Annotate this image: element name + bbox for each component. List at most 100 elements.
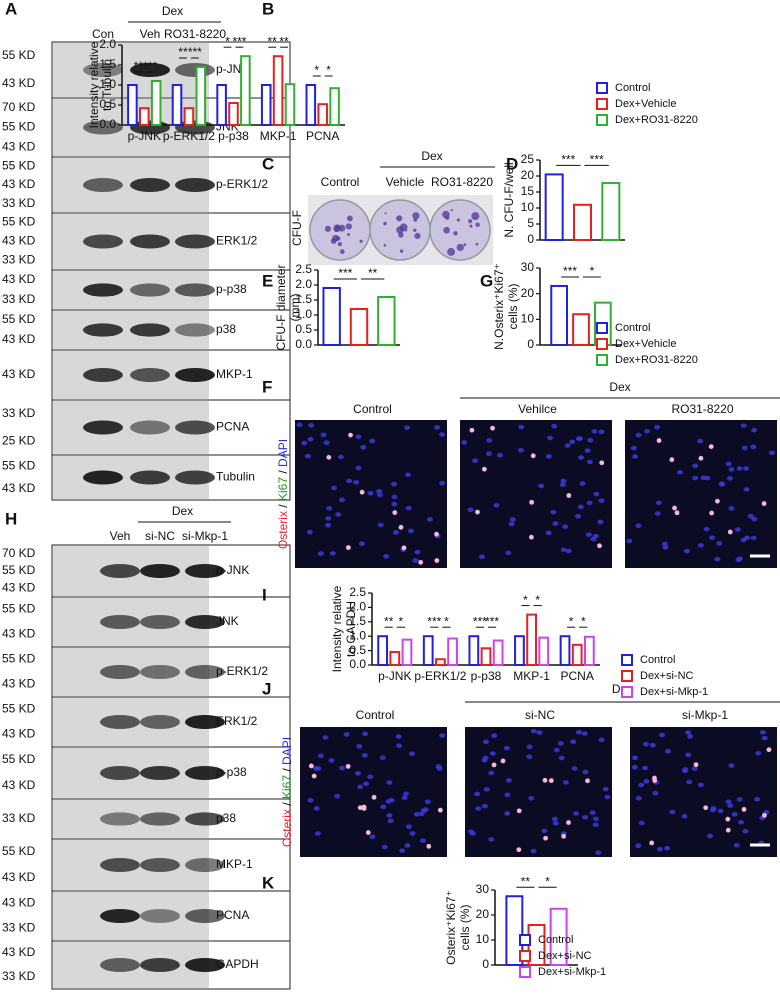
nucleus [380,804,387,810]
bar [228,102,239,126]
band [175,323,215,337]
nucleus [685,752,692,758]
panel-letter: H [5,509,17,528]
panel-letter: A [5,0,17,18]
colony [399,249,404,253]
panel-letter: G [480,271,493,290]
colony [399,223,408,232]
nucleus [474,791,481,797]
nucleus [589,810,596,815]
nucleus [741,445,748,451]
y-tick-label: 15 [521,184,535,198]
y-tick-label: 20 [521,286,535,300]
bar [377,635,389,667]
nucleus [677,469,684,475]
y-axis-label: N. CFU-F/well [502,162,516,237]
nucleus [700,475,707,481]
nucleus [323,440,330,446]
nucleus [326,506,333,511]
marker-label: 55 KD [2,312,36,326]
legend-swatch [596,322,608,334]
nucleus [585,532,592,537]
lane-label: Veh [110,529,131,543]
bar [550,284,569,347]
y-tick-label: 10 [521,200,535,214]
nucleus [691,766,698,771]
osterix-cell [529,499,535,505]
band [175,470,215,485]
nucleus [530,728,537,734]
osterix-cell [490,425,495,431]
osterix-cell [725,816,731,822]
significance-label: * [545,874,550,888]
bar [260,84,272,126]
significance-label: ** [279,34,289,48]
bar [317,103,328,126]
y-tick-label: 2.5 [295,262,312,276]
osterix-cell [481,466,487,472]
significance-label: *** [590,153,604,167]
y-axis-label: to GAPDH [344,601,358,657]
marker-label: 70 KD [2,100,36,114]
nucleus [727,803,734,808]
band [185,615,225,629]
micrograph [465,727,612,857]
osterix-cell [766,747,772,753]
stain-name: Ki67 [276,477,290,501]
micrograph [460,420,612,568]
significance-label: ** [178,45,188,59]
nucleus [754,796,761,802]
x-tick-label: PCNA [306,129,339,143]
nucleus [485,451,492,456]
significance-label: ** [267,34,277,48]
nucleus [582,769,589,775]
protein-name: p-JNK [216,563,249,577]
nucleus [728,506,735,511]
legend-label: Dex+RO31-8220 [615,354,698,366]
bar [526,613,537,666]
nucleus [393,530,400,535]
nucleus [597,519,604,525]
nucleus [360,444,367,450]
legend-swatch [621,670,633,682]
nucleus [434,425,441,430]
nucleus [337,454,344,460]
nucleus [404,425,411,430]
nucleus [530,848,537,854]
marker-label: 43 KD [2,177,36,191]
nucleus [304,453,311,459]
nucleus [379,755,386,760]
legend-label: Control [640,654,675,666]
colony [383,221,387,226]
colony [468,219,473,224]
legend-label: Dex+si-Mkp-1 [538,966,606,978]
protein-name: p-p38 [216,282,247,296]
nucleus [405,505,412,511]
nucleus [381,844,388,850]
band [130,234,170,249]
nucleus [638,782,645,788]
bar [435,658,446,666]
osterix-cell [528,534,534,540]
y-axis-label: to Tubulin [100,59,114,111]
y-tick-label: 0.5 [99,97,116,111]
osterix-cell [516,808,522,814]
group-header: Dex [421,149,442,163]
nucleus [322,735,329,740]
bar [505,895,524,966]
marker-label: 43 KD [2,896,36,910]
bar [538,636,550,667]
nucleus [592,822,599,828]
nucleus [387,818,394,824]
nucleus [686,779,693,785]
band [140,715,180,729]
nucleus [652,790,659,796]
nucleus [391,494,398,500]
marker-label: 55 KD [2,652,36,666]
legend-label: Dex+Vehicle [615,98,676,110]
nucleus [734,527,741,532]
band [100,715,140,729]
nucleus [339,497,346,503]
nucleus [685,730,692,735]
nucleus [355,771,362,776]
